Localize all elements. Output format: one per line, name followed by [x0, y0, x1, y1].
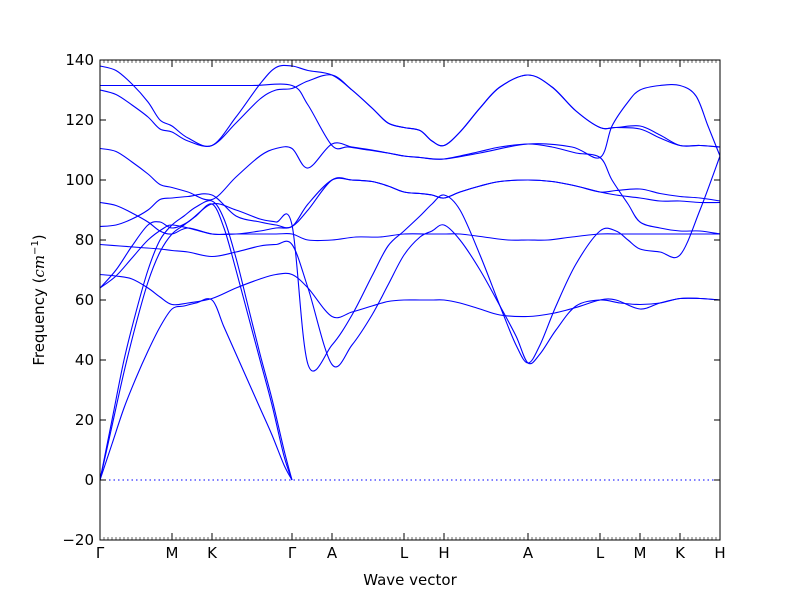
y-tick-label: 120: [65, 111, 94, 129]
x-tick-label: H: [714, 544, 725, 562]
x-tick-label: A: [327, 544, 338, 562]
x-tick-label: K: [207, 544, 218, 562]
y-tick-label: 0: [84, 471, 94, 489]
y-axis-label-unit: cm: [30, 255, 48, 278]
band-line-1: [99, 298, 293, 481]
y-axis-label: Frequency (cm−1): [30, 234, 48, 365]
y-tick-label: 60: [75, 291, 94, 309]
y-axis-label-close: ): [30, 234, 48, 240]
x-tick-label: L: [400, 544, 409, 562]
x-tick-label: L: [596, 544, 605, 562]
band-line-9: [99, 177, 721, 229]
y-tick-label: 100: [65, 171, 94, 189]
band-line-6: [99, 224, 721, 368]
band-series-group: [99, 64, 721, 481]
y-tick-label: 140: [65, 51, 94, 69]
x-tick-label: A: [523, 544, 534, 562]
y-tick-label: 20: [75, 411, 94, 429]
band-line-12: [99, 64, 721, 148]
y-tick-label: 40: [75, 351, 94, 369]
x-axis-label: Wave vector: [363, 571, 457, 589]
y-axis-label-text: Frequency (: [30, 278, 48, 366]
band-line-3: [99, 200, 293, 481]
band-line-13: [99, 83, 721, 160]
x-tick-label: H: [438, 544, 449, 562]
x-tick-label: M: [634, 544, 647, 562]
x-tick-label: Γ: [96, 544, 105, 562]
x-tick-label: M: [166, 544, 179, 562]
band-line-5: [99, 272, 721, 319]
x-tick-label: K: [675, 544, 686, 562]
y-axis-label-exponent: −1: [30, 240, 41, 255]
band-line-4: [99, 224, 720, 289]
x-tick-label: Γ: [288, 544, 297, 562]
y-tick-label: −20: [62, 531, 94, 549]
band-line-7: [99, 155, 721, 372]
y-axis-ticks: −20 0 20 40 60 80 100 120 140: [62, 51, 720, 549]
y-tick-label: 80: [75, 231, 94, 249]
